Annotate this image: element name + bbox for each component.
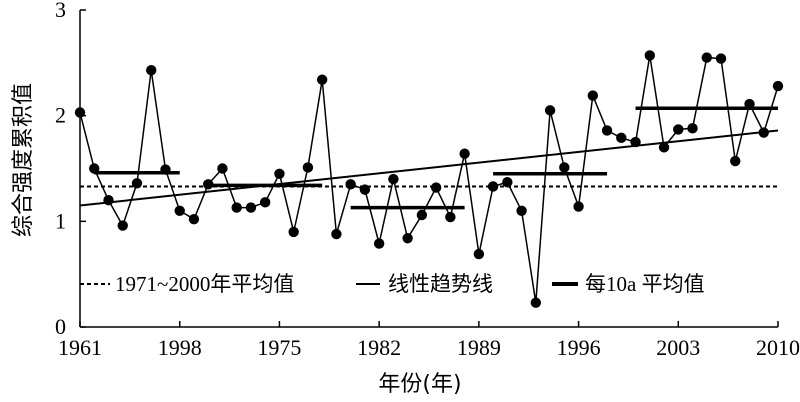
legend-label-baseline: 1971~2000年平均值 [115, 272, 294, 296]
data-point [587, 90, 599, 101]
data-point [730, 155, 741, 167]
x-tick-label: 1998 [158, 335, 202, 360]
x-tick-label: 1982 [357, 335, 401, 360]
data-point [146, 65, 157, 76]
data-point [288, 226, 299, 238]
legend-label-decadal: 每10a 平均值 [585, 272, 705, 296]
data-point [701, 52, 712, 63]
x-axis-title: 年份(年) [378, 372, 461, 397]
data-point [459, 148, 470, 159]
data-point [331, 228, 342, 240]
x-tick-label: 1996 [557, 335, 601, 360]
data-point [316, 74, 328, 85]
y-axis-title: 综合强度累积值 [11, 83, 36, 237]
plot-area [74, 50, 784, 308]
data-point [544, 105, 556, 116]
data-point [658, 142, 670, 153]
y-ticks: 0 1 2 3 [55, 0, 86, 339]
data-point [259, 197, 271, 208]
data-point [103, 195, 114, 206]
data-point [502, 177, 513, 188]
legend: 1971~2000年平均值 线性趋势线 每10a 平均值 [80, 272, 705, 296]
data-point [772, 80, 784, 92]
data-point [687, 123, 698, 134]
data-point [601, 125, 613, 136]
y-tick-label: 2 [55, 103, 66, 128]
data-point [516, 205, 527, 216]
x-tick-label: 1961 [58, 335, 102, 360]
linear-trend-line [79, 129, 779, 207]
data-point [559, 162, 570, 173]
axes [79, 10, 778, 328]
data-point [473, 248, 485, 260]
legend-label-trend: 线性趋势线 [388, 272, 493, 296]
data-point [274, 168, 285, 179]
x-tick-label: 1989 [457, 335, 501, 360]
data-point [345, 179, 356, 190]
data-point [302, 162, 314, 173]
x-tick-label: 1975 [257, 335, 301, 360]
x-ticks: 1961 1998 1975 1982 1989 1996 2003 2010 [58, 321, 800, 360]
data-point [715, 53, 727, 64]
data-point [117, 220, 128, 231]
data-point [388, 173, 399, 185]
data-point [416, 209, 428, 221]
x-tick-label: 2010 [756, 335, 800, 360]
data-point [373, 238, 385, 249]
data-point [445, 211, 456, 223]
y-tick-label: 0 [55, 314, 66, 339]
x-tick-label: 2003 [656, 335, 700, 360]
data-point [402, 233, 413, 244]
data-point [188, 214, 200, 225]
data-point [644, 50, 655, 61]
data-point [430, 182, 442, 193]
data-point [530, 297, 542, 308]
data-point [616, 132, 627, 144]
data-point [231, 202, 242, 213]
data-point [245, 202, 257, 213]
y-tick-label: 1 [55, 208, 66, 233]
data-point [217, 163, 228, 174]
data-point [573, 201, 584, 212]
data-point [174, 205, 185, 216]
y-tick-label: 3 [55, 0, 66, 22]
data-point [673, 124, 684, 135]
annual-series-line [79, 55, 779, 303]
